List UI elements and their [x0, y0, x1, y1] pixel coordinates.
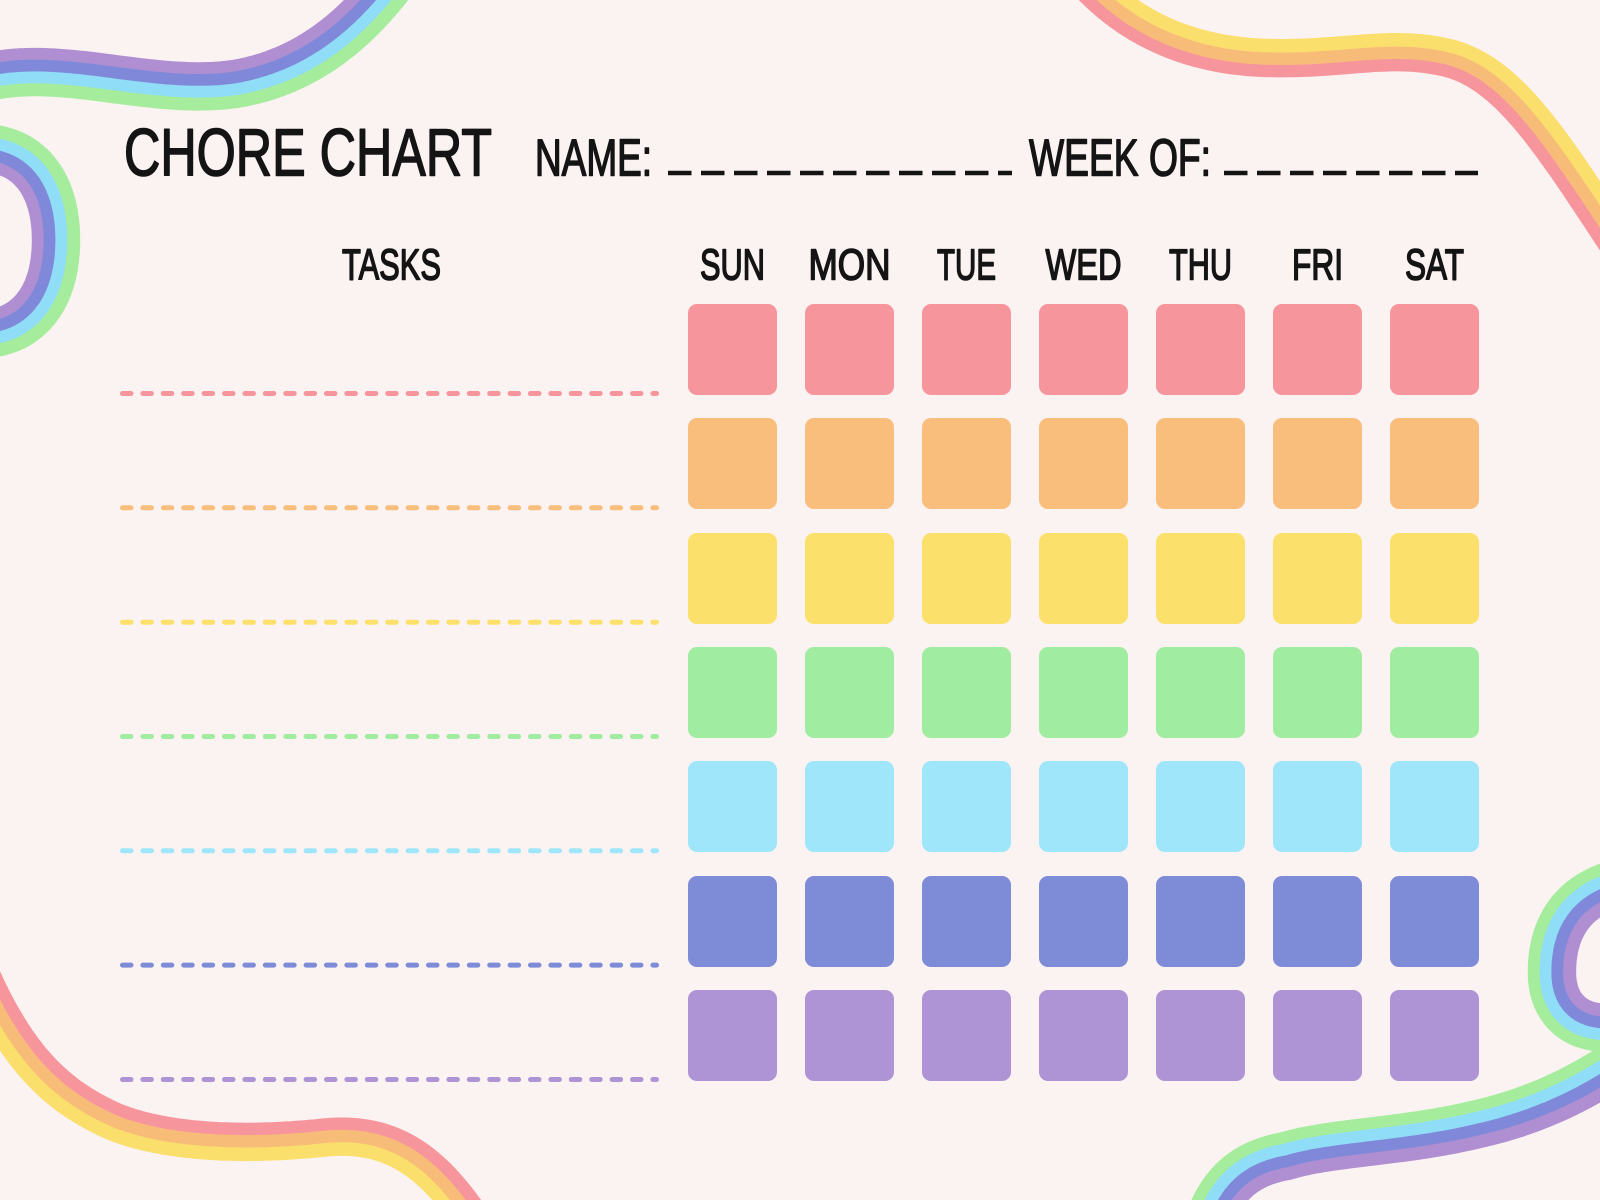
svg-text:FRI: FRI [1292, 242, 1343, 290]
svg-text:WEEK OF:: WEEK OF: [1029, 130, 1211, 188]
svg-text:THU: THU [1169, 242, 1232, 290]
svg-text:NAME:: NAME: [535, 130, 652, 188]
svg-text:CHORE CHART: CHORE CHART [124, 117, 492, 191]
svg-text:TASKS: TASKS [342, 242, 441, 290]
svg-text:TUE: TUE [937, 242, 996, 290]
svg-text:WED: WED [1046, 242, 1122, 290]
svg-text:MON: MON [809, 242, 891, 290]
svg-text:SAT: SAT [1405, 242, 1464, 290]
svg-text:SUN: SUN [700, 242, 765, 290]
